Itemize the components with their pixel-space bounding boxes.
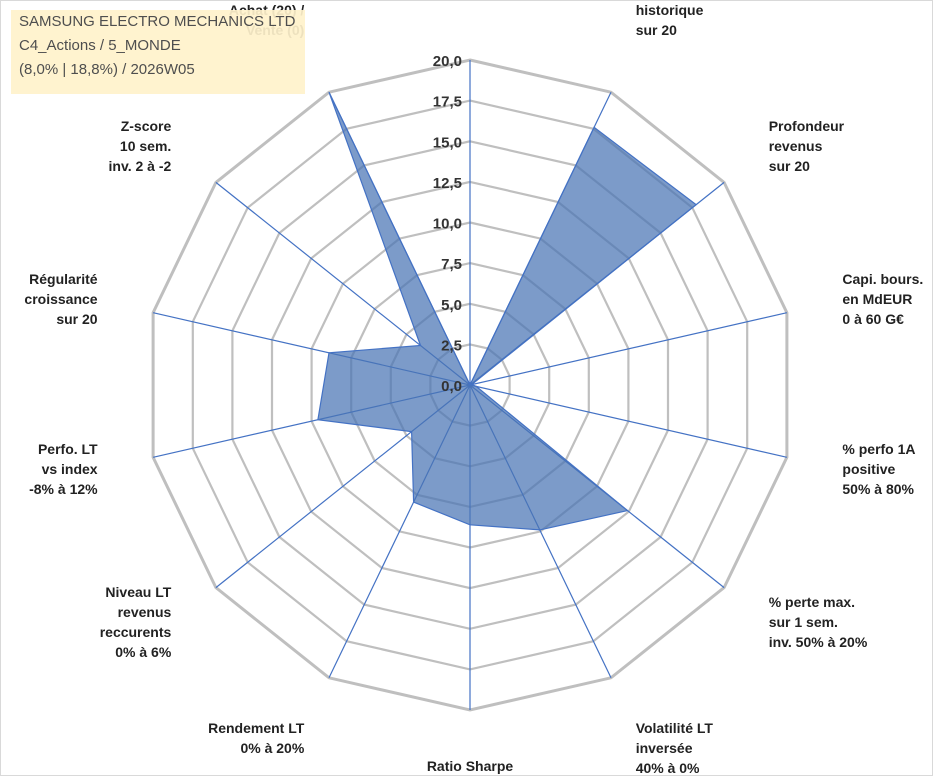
axis-tick-label: 0,0 [441, 378, 462, 395]
data-point [410, 430, 412, 432]
chart-title-box: SAMSUNG ELECTRO MECHANICS LTD C4_Actions… [11, 10, 305, 94]
radar-spoke [469, 312, 788, 386]
data-point [328, 352, 330, 354]
category-label-line: Perfo. LT [38, 441, 98, 457]
category-label: Niveau LT revenus reccurents 0% à 6% [100, 584, 172, 660]
category-label-line: positive [842, 461, 895, 477]
category-label: Ratio Sharpe0 à 1 [427, 758, 514, 777]
category-label: Capi. bours. en MdEUR 0 à 60 G€ [842, 271, 923, 327]
category-label-line: % perfo 1A [842, 441, 915, 457]
category-label-line: % perte max. [769, 594, 855, 610]
data-point [412, 501, 414, 503]
category-label-line: 50% à 80% [842, 481, 914, 497]
data-point [419, 344, 421, 346]
axis-tick-label: 20,0 [433, 53, 462, 70]
axis-tick-label: 12,5 [433, 175, 462, 192]
category-label-line: 0 à 60 G€ [842, 311, 904, 327]
category-label-line: Profondeur [769, 118, 845, 134]
category-label: Z-score 10 sem. inv. 2 à -2 [109, 118, 172, 174]
category-label: Perfo. LT vs index -8% à 12% [29, 441, 98, 497]
category-label: % perfo 1A positive 50% à 80% [842, 441, 915, 497]
category-label: % perte max. sur 1 sem. inv. 50% à 20% [769, 594, 868, 650]
category-label-line: sur 20 [636, 22, 677, 38]
category-label-line: inv. 50% à 20% [769, 634, 868, 650]
data-point [328, 91, 330, 93]
category-label-line: croissance [24, 291, 97, 307]
category-label: Profondeurhistoriquesur 20 [636, 1, 712, 38]
category-label-line: Volatilité LT [636, 720, 714, 736]
category-label-line: 40% à 0% [636, 760, 700, 776]
axis-tick-label: 2,5 [441, 337, 462, 354]
category-label-line: revenus [118, 604, 172, 620]
category-label-line: en MdEUR [842, 291, 912, 307]
category-label-line: Niveau LT [105, 584, 171, 600]
category-label-line: reccurents [100, 624, 172, 640]
category-label-line: inversée [636, 740, 693, 756]
category-label-line: historique [636, 2, 704, 18]
series-area [317, 91, 698, 531]
category-label-line: Ratio Sharpe [427, 758, 514, 774]
axis-tick-label: 5,0 [441, 297, 462, 314]
data-point [539, 529, 541, 531]
radar-series [317, 91, 698, 531]
data-point [695, 204, 697, 206]
category-label-line: 0% à 20% [240, 740, 304, 756]
axis-tick-label: 17,5 [433, 94, 462, 111]
category-label: Rendement LT 0% à 20% [208, 720, 305, 756]
category-label: Régularité croissance sur 20 [24, 271, 97, 327]
chart-subtitle-line: C4_Actions / 5_MONDE [19, 37, 181, 54]
data-point [470, 383, 472, 385]
radial-axis-ticks: 0,0 2,5 5,0 7,5 10,0 12,5 15,0 17,5 20,0 [433, 53, 462, 395]
data-point [475, 385, 477, 387]
category-label-line: inv. 2 à -2 [109, 158, 172, 174]
data-point [317, 419, 319, 421]
category-label-line: 0% à 6% [115, 644, 172, 660]
category-label: Volatilité LT inversée 40% à 0% [636, 720, 714, 776]
data-point [626, 509, 628, 511]
category-label-line: 10 sem. [120, 138, 171, 154]
axis-tick-label: 10,0 [433, 216, 462, 233]
axis-tick-label: 7,5 [441, 256, 462, 273]
data-point [593, 126, 595, 128]
category-label-line: revenus [769, 138, 823, 154]
category-label-line: Rendement LT [208, 720, 305, 736]
category-label-line: Capi. bours. [842, 271, 923, 287]
category-label-line: Régularité [29, 271, 98, 287]
data-point [469, 524, 471, 526]
category-label-line: vs index [42, 461, 98, 477]
category-label-line: -8% à 12% [29, 481, 98, 497]
category-labels: NoteESG sur 20Profondeurhistoriquesur 20… [24, 1, 923, 777]
category-label: Profondeur revenus sur 20 [769, 118, 845, 174]
radar-spoke [469, 384, 788, 458]
axis-tick-label: 15,0 [433, 134, 462, 151]
category-label-line: sur 1 sem. [769, 614, 838, 630]
category-label-line: sur 20 [769, 158, 810, 174]
chart-title-line: SAMSUNG ELECTRO MECHANICS LTD [19, 13, 296, 30]
category-label-line: sur 20 [56, 311, 97, 327]
category-label-line: Z-score [121, 118, 172, 134]
chart-subtitle-line: (8,0% | 18,8%) / 2026W05 [19, 61, 195, 78]
